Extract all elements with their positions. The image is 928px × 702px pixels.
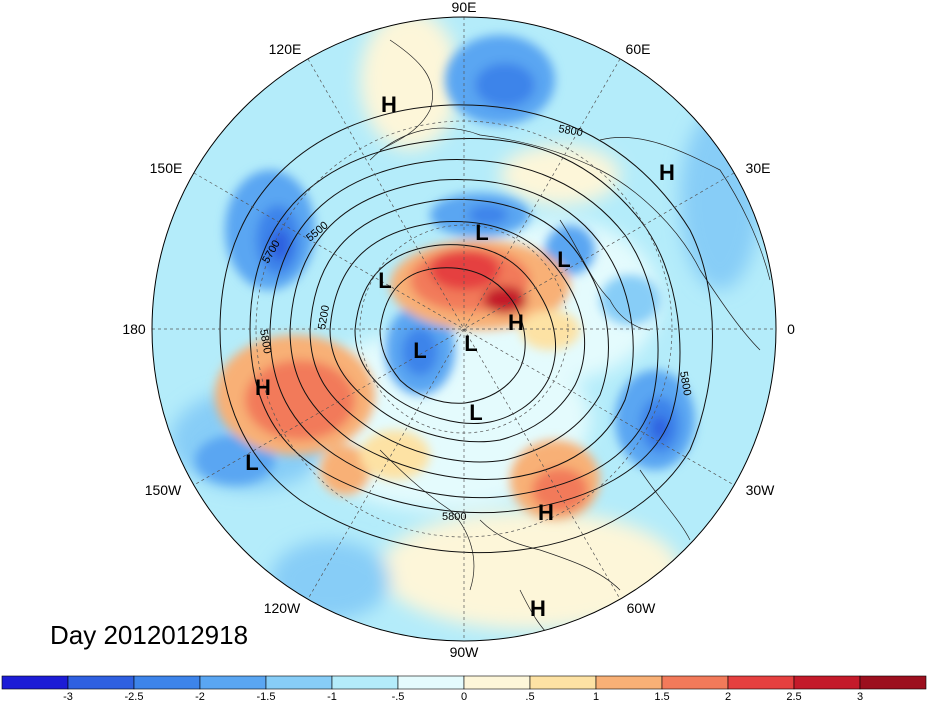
pressure-center: H — [255, 375, 271, 400]
colorbar-swatch — [265, 675, 333, 690]
pressure-center: L — [378, 268, 391, 293]
colorbar-tick-label: .5 — [525, 691, 534, 702]
colorbar-swatch — [595, 675, 663, 690]
lon-label-180: 180 — [122, 321, 146, 337]
colorbar-swatch — [397, 675, 465, 690]
pressure-center: H — [538, 500, 554, 525]
colorbar-swatch — [133, 675, 201, 690]
map-boundary — [151, 16, 777, 642]
pressure-center: H — [659, 160, 675, 185]
lon-label-30e: 30E — [746, 160, 771, 176]
colorbar-tick-label: -1 — [327, 691, 337, 702]
colorbar-swatch — [529, 675, 597, 690]
lon-label-60e: 60E — [626, 41, 651, 57]
colorbar-tick-label: -3 — [63, 691, 73, 702]
contour-label: 5800 — [677, 370, 693, 396]
colorbar-tick-label: 1 — [593, 691, 599, 702]
colorbar: -3 -2.5 -2 -1.5 -1 -.5 0 .5 1 1.5 2 2.5 3 — [1, 675, 927, 702]
lon-label-120e: 120E — [269, 41, 302, 57]
lon-label-0: 0 — [787, 321, 795, 337]
colorbar-swatch — [463, 675, 531, 690]
lon-label-90w: 90W — [450, 644, 480, 660]
colorbar-tick-label: -1.5 — [257, 691, 276, 702]
colorbar-tick-label: -.5 — [392, 691, 405, 702]
lon-label-90e: 90E — [452, 0, 477, 15]
pressure-center: L — [413, 338, 426, 363]
pressure-center: L — [469, 400, 482, 425]
contour-labels: 5800 5700 5500 5200 5800 5800 5800 — [257, 123, 693, 523]
colorbar-tick-label: 2 — [725, 691, 731, 702]
pressure-center: L — [557, 247, 570, 272]
pressure-center: H — [508, 310, 524, 335]
pressure-center: L — [464, 331, 477, 356]
colorbar-swatch — [793, 675, 861, 690]
colorbar-swatch — [199, 675, 267, 690]
lon-label-120w: 120W — [264, 600, 301, 616]
pressure-center: H — [381, 92, 397, 117]
longitude-labels: 90E 60E 30E 0 30W 60W 90W 120W 150W 180 … — [122, 0, 795, 660]
colorbar-tick-label: 2.5 — [786, 691, 801, 702]
colorbar-swatch — [661, 675, 729, 690]
graticule — [152, 17, 776, 641]
height-contours — [219, 104, 713, 554]
lon-label-30w: 30W — [746, 482, 776, 498]
contour-label: 5800 — [257, 328, 273, 354]
colorbar-swatch — [1, 675, 69, 690]
coastlines — [369, 39, 771, 641]
lon-label-150w: 150W — [145, 482, 182, 498]
colorbar-swatch — [67, 675, 135, 690]
contour-label: 5800 — [557, 123, 583, 139]
colorbar-swatch — [859, 675, 927, 690]
lon-label-150e: 150E — [150, 160, 183, 176]
day-label: Day 2012012918 — [50, 620, 249, 650]
colorbar-swatch — [727, 675, 795, 690]
pressure-center: L — [245, 450, 258, 475]
contour-label: 5800 — [442, 511, 466, 523]
pressure-center: H — [530, 596, 546, 621]
colorbar-tick-label: -2 — [195, 691, 205, 702]
colorbar-tick-label: -2.5 — [125, 691, 144, 702]
colorbar-tick-label: 0 — [461, 691, 467, 702]
pressure-center: L — [475, 220, 488, 245]
colorbar-swatch — [331, 675, 399, 690]
colorbar-tick-label: 3 — [857, 691, 863, 702]
contour-label: 5200 — [316, 304, 332, 330]
lon-label-60w: 60W — [627, 600, 657, 616]
colorbar-tick-label: 1.5 — [654, 691, 669, 702]
pressure-centers: H H L L L H L L L H L H H — [245, 92, 675, 621]
